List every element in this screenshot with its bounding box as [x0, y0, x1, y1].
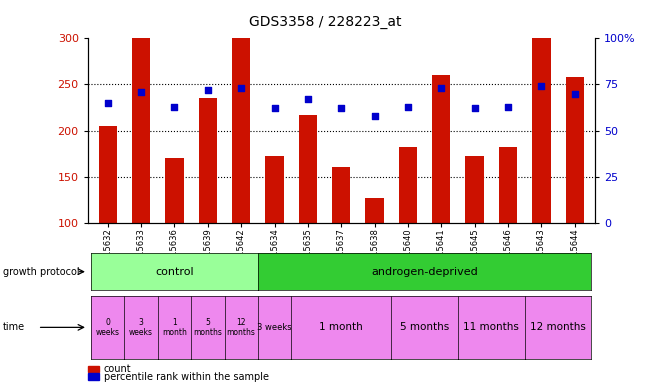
Text: androgen-deprived: androgen-deprived — [371, 266, 478, 277]
Point — [136, 89, 146, 95]
Text: 1 month: 1 month — [319, 322, 363, 333]
Text: 11 months: 11 months — [463, 322, 519, 333]
Text: 5 months: 5 months — [400, 322, 449, 333]
Point — [469, 105, 480, 111]
Text: percentile rank within the sample: percentile rank within the sample — [104, 372, 269, 382]
Point — [203, 87, 213, 93]
Bar — [532, 38, 551, 223]
Point — [303, 96, 313, 102]
Bar — [566, 77, 584, 223]
Bar — [299, 115, 317, 223]
Point — [536, 83, 547, 89]
Bar — [432, 75, 450, 223]
Bar — [332, 167, 350, 223]
Point — [569, 91, 580, 97]
Bar — [232, 38, 250, 223]
Bar — [99, 126, 117, 223]
Point — [236, 85, 246, 91]
FancyBboxPatch shape — [88, 373, 99, 380]
Text: control: control — [155, 266, 194, 277]
Text: 12
months: 12 months — [227, 318, 255, 337]
Point — [336, 105, 346, 111]
Point — [403, 104, 413, 110]
Point — [369, 113, 380, 119]
Text: count: count — [104, 364, 131, 374]
FancyBboxPatch shape — [88, 366, 99, 372]
Bar — [499, 147, 517, 223]
Text: 0
weeks: 0 weeks — [96, 318, 120, 337]
Bar — [199, 98, 217, 223]
Bar — [132, 38, 150, 223]
Point — [503, 104, 514, 110]
Text: 12 months: 12 months — [530, 322, 586, 333]
Bar — [165, 158, 184, 223]
Text: 3
weeks: 3 weeks — [129, 318, 153, 337]
Text: growth protocol: growth protocol — [3, 266, 80, 277]
Text: 5
months: 5 months — [194, 318, 222, 337]
Bar — [465, 156, 484, 223]
Bar — [365, 198, 383, 223]
Bar — [265, 156, 283, 223]
Bar — [399, 147, 417, 223]
Point — [169, 104, 179, 110]
Point — [103, 100, 113, 106]
Point — [269, 105, 280, 111]
Text: time: time — [3, 322, 25, 333]
Point — [436, 85, 447, 91]
Text: 1
month: 1 month — [162, 318, 187, 337]
Text: 3 weeks: 3 weeks — [257, 323, 292, 332]
Text: GDS3358 / 228223_at: GDS3358 / 228223_at — [249, 15, 401, 29]
